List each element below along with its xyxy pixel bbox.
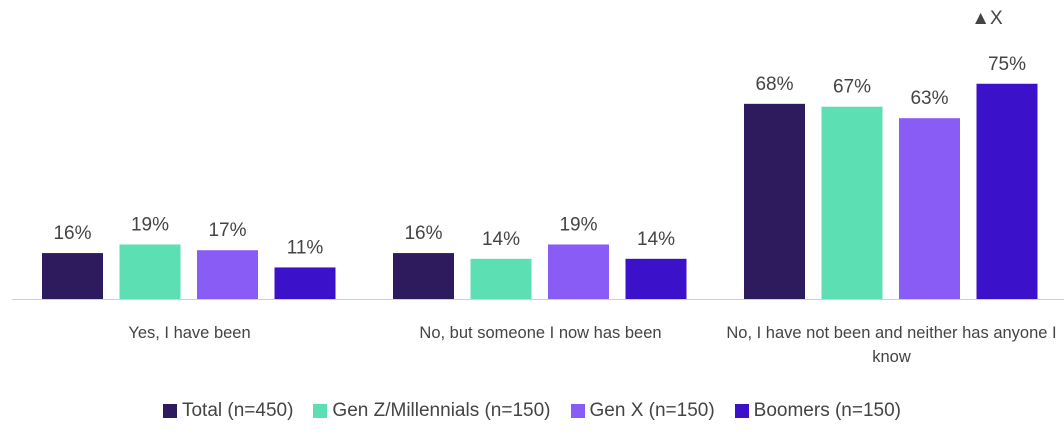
data-label: 17% <box>208 220 246 241</box>
legend-label: Gen X (n=150) <box>589 400 715 421</box>
data-label: 63% <box>910 88 948 109</box>
legend-item: Boomers (n=150) <box>734 400 901 422</box>
bar <box>42 253 103 299</box>
bar <box>119 244 181 299</box>
data-label: 68% <box>755 74 793 95</box>
data-label: 16% <box>404 223 442 244</box>
bar <box>625 258 687 299</box>
bar <box>976 83 1038 299</box>
legend-swatch <box>570 404 585 418</box>
category-label: Yes, I have been <box>128 324 251 342</box>
legend-item: Gen Z/Millennials (n=150) <box>313 400 551 422</box>
bar <box>393 253 454 299</box>
legend-item: Total (n=450) <box>162 400 294 422</box>
data-label: 75% <box>988 54 1026 75</box>
data-label: 19% <box>559 214 597 235</box>
bar <box>274 267 336 299</box>
plot: 16% 19% 17% 11% 16% 14% 19% 14% 68% 67% 63% 75% ▲X <box>12 8 1064 300</box>
legend-item: Gen X (n=150) <box>570 400 715 422</box>
legend-label: Total (n=450) <box>181 400 294 421</box>
data-label: 11% <box>287 237 324 258</box>
legend-swatch <box>162 404 177 418</box>
category-label: No, but someone I now has been <box>419 324 662 342</box>
bar <box>744 103 805 299</box>
bar <box>821 106 883 300</box>
legend: Total (n=450) Gen Z/Millennials (n=150) Ge… <box>0 400 1064 422</box>
data-label: 14% <box>482 229 520 250</box>
data-label: 16% <box>53 223 91 244</box>
bar <box>470 258 532 299</box>
data-label: 14% <box>637 229 675 250</box>
annotation: ▲X <box>971 8 1003 29</box>
data-label: 67% <box>833 77 871 98</box>
legend-swatch <box>313 404 328 418</box>
legend-label: Boomers (n=150) <box>753 400 901 421</box>
bar <box>548 244 609 299</box>
data-label: 19% <box>131 214 169 235</box>
category-label: No, I have not been and neither has anyo… <box>726 324 1057 366</box>
legend-label: Gen Z/Millennials (n=150) <box>332 400 551 421</box>
bar <box>197 250 258 299</box>
legend-swatch <box>734 404 749 418</box>
bar <box>899 118 960 299</box>
